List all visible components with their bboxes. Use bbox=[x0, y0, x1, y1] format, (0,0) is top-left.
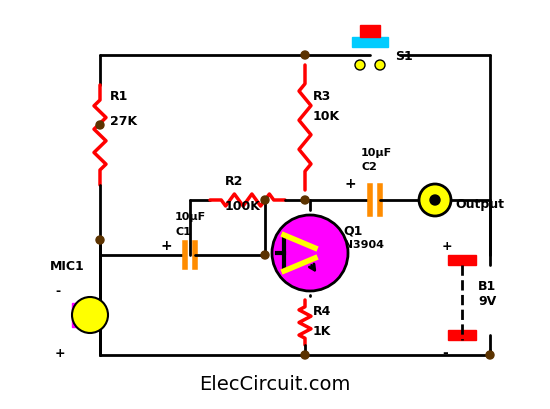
Text: R2: R2 bbox=[225, 175, 243, 188]
Circle shape bbox=[486, 351, 494, 359]
Text: 1K: 1K bbox=[313, 325, 331, 338]
Circle shape bbox=[355, 60, 365, 70]
Circle shape bbox=[96, 121, 104, 129]
Bar bbox=[360, 25, 380, 37]
Text: -: - bbox=[442, 346, 448, 360]
Circle shape bbox=[301, 196, 309, 204]
Circle shape bbox=[375, 60, 385, 70]
Text: -: - bbox=[55, 285, 60, 298]
Text: ElecCircuit.com: ElecCircuit.com bbox=[199, 375, 351, 394]
Text: R4: R4 bbox=[313, 305, 331, 318]
Text: Output: Output bbox=[455, 198, 504, 211]
Text: B1: B1 bbox=[478, 280, 496, 293]
Circle shape bbox=[301, 351, 309, 359]
Text: 10K: 10K bbox=[313, 110, 340, 123]
Text: S1: S1 bbox=[395, 50, 412, 63]
Circle shape bbox=[430, 195, 440, 205]
Text: R3: R3 bbox=[313, 90, 331, 103]
Text: +: + bbox=[160, 239, 172, 253]
Text: +: + bbox=[442, 240, 453, 253]
Bar bbox=[448, 255, 476, 265]
Text: C2: C2 bbox=[361, 162, 377, 172]
Circle shape bbox=[72, 297, 108, 333]
Circle shape bbox=[419, 184, 451, 216]
Text: Q1: Q1 bbox=[343, 225, 362, 238]
Text: 27K: 27K bbox=[110, 115, 137, 128]
Text: MIC1: MIC1 bbox=[50, 260, 85, 273]
Text: 9V: 9V bbox=[478, 295, 496, 308]
Circle shape bbox=[301, 51, 309, 59]
Circle shape bbox=[261, 251, 269, 259]
Circle shape bbox=[272, 215, 348, 291]
Text: 10μF: 10μF bbox=[175, 212, 206, 222]
Text: 2N3904: 2N3904 bbox=[336, 240, 384, 250]
Bar bbox=[72, 303, 80, 327]
Text: 100K: 100K bbox=[225, 200, 261, 213]
Bar bbox=[448, 330, 476, 340]
Text: +: + bbox=[345, 177, 356, 191]
Text: +: + bbox=[55, 347, 65, 360]
Bar bbox=[352, 37, 388, 47]
Text: 10μF: 10μF bbox=[361, 148, 392, 158]
Circle shape bbox=[261, 196, 269, 204]
Circle shape bbox=[96, 236, 104, 244]
Text: R1: R1 bbox=[110, 90, 128, 103]
Text: C1: C1 bbox=[175, 227, 191, 237]
